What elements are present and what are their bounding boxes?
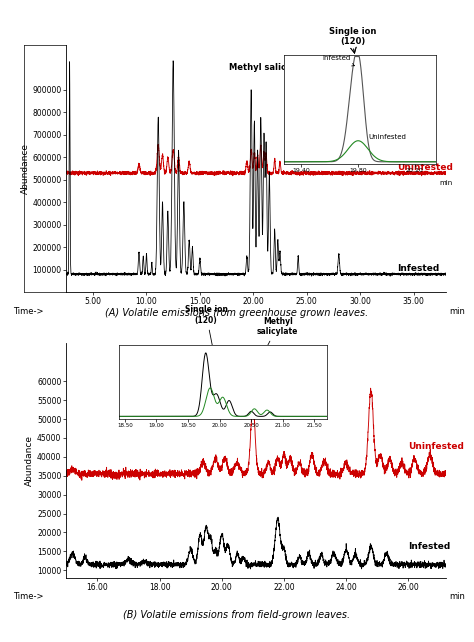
Y-axis label: Abundance: Abundance <box>25 435 34 486</box>
Text: min: min <box>439 180 452 186</box>
Text: Uninfested: Uninfested <box>144 363 191 385</box>
Text: min: min <box>449 592 465 601</box>
Text: Uninfested: Uninfested <box>398 162 453 171</box>
Text: Time->: Time-> <box>13 592 44 601</box>
Text: (B) Volatile emissions from field-grown leaves.: (B) Volatile emissions from field-grown … <box>123 610 351 620</box>
Y-axis label: Abundance: Abundance <box>20 143 29 194</box>
Text: Uninfested: Uninfested <box>368 134 406 140</box>
Text: Methyl
salicylate: Methyl salicylate <box>255 317 299 370</box>
Text: Methyl salicylate: Methyl salicylate <box>229 63 329 81</box>
Text: Single ion
(120): Single ion (120) <box>185 305 228 355</box>
Text: Infested: Infested <box>323 55 355 66</box>
Text: Infested: Infested <box>160 348 198 379</box>
Text: (A) Volatile emissions from greenhouse grown leaves.: (A) Volatile emissions from greenhouse g… <box>105 308 369 318</box>
Text: Infested: Infested <box>398 265 440 273</box>
Text: min: min <box>449 307 465 316</box>
Text: Single ion
(120): Single ion (120) <box>329 27 377 46</box>
Text: Infested: Infested <box>408 542 450 551</box>
Text: Uninfested: Uninfested <box>408 442 464 451</box>
Text: Time->: Time-> <box>13 307 44 316</box>
